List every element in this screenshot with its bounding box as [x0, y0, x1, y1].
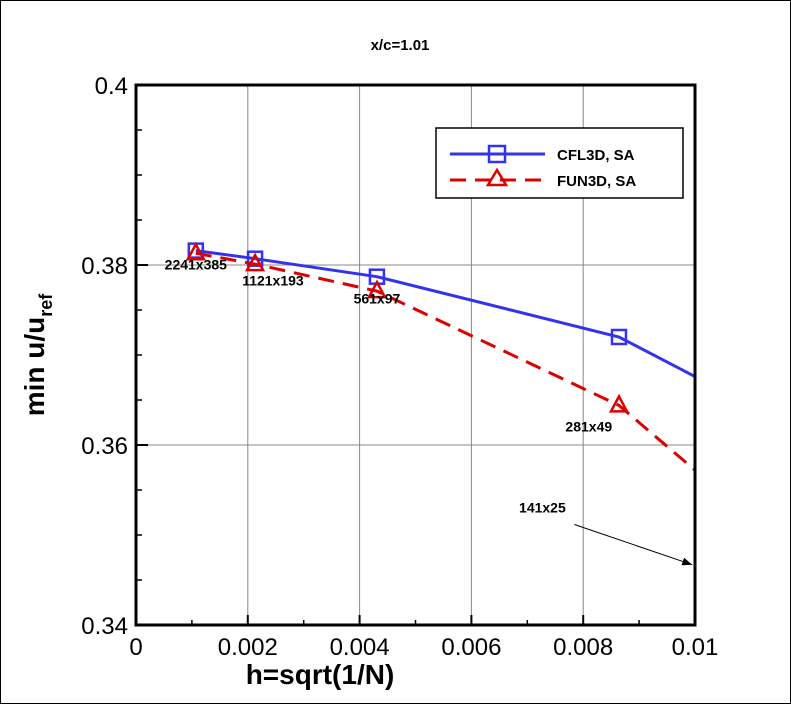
- y-tick-label: 0.4: [95, 73, 128, 100]
- chart-title: x/c=1.01: [371, 37, 430, 54]
- x-tick-label: 0.004: [330, 634, 390, 661]
- annotation-label: 561x97: [354, 291, 401, 307]
- y-tick-label: 0.38: [81, 253, 128, 280]
- y-axis-label: min u/uref: [19, 293, 56, 417]
- legend-box: [435, 127, 684, 199]
- data-point-square: [246, 250, 264, 267]
- data-point-triangle: [366, 279, 388, 299]
- plot-border: [134, 83, 697, 627]
- data-point-square: [610, 328, 628, 346]
- data-point-triangle: [185, 241, 206, 261]
- x-tick-label: 0.008: [553, 634, 613, 661]
- series-line-cfl3d: [195, 249, 696, 378]
- y-axis-label-main: min u/u: [19, 317, 50, 417]
- annotation-label: 2241x385: [165, 257, 228, 273]
- series-layer: [185, 241, 696, 472]
- y-tick-label: 0.36: [81, 433, 128, 460]
- ticks: 0 0.002 0.004 0.006 0.008 0.01 0.34 0.36 0.38 0.4: [81, 73, 718, 661]
- legend-label-cfl3d: CFL3D, SA: [557, 147, 635, 164]
- legend-square-marker-icon: [487, 144, 507, 164]
- annotations: 2241x385 1121x193 561x97 281x49 141x25: [165, 257, 693, 566]
- x-tick-label: 0.006: [441, 634, 501, 661]
- legend: CFL3D, SA FUN3D, SA: [435, 127, 684, 199]
- annotation-label: 281x49: [565, 419, 612, 435]
- annotation-label: 141x25: [519, 500, 566, 516]
- x-axis-label: h=sqrt(1/N): [246, 659, 395, 690]
- annotation-arrow: [574, 524, 693, 566]
- y-axis-label-subscript: ref: [36, 293, 56, 317]
- x-tick-label: 0: [129, 634, 142, 661]
- legend-triangle-marker-icon: [485, 167, 509, 187]
- x-tick-label: 0.01: [672, 634, 719, 661]
- y-tick-label: 0.34: [81, 613, 128, 640]
- legend-label-fun3d: FUN3D, SA: [557, 173, 636, 190]
- data-point-triangle: [244, 252, 266, 272]
- x-tick-label: 0.002: [218, 634, 278, 661]
- data-point-triangle: [608, 393, 630, 413]
- series-line-fun3d: [195, 251, 696, 472]
- annotation-label: 1121x193: [242, 273, 304, 289]
